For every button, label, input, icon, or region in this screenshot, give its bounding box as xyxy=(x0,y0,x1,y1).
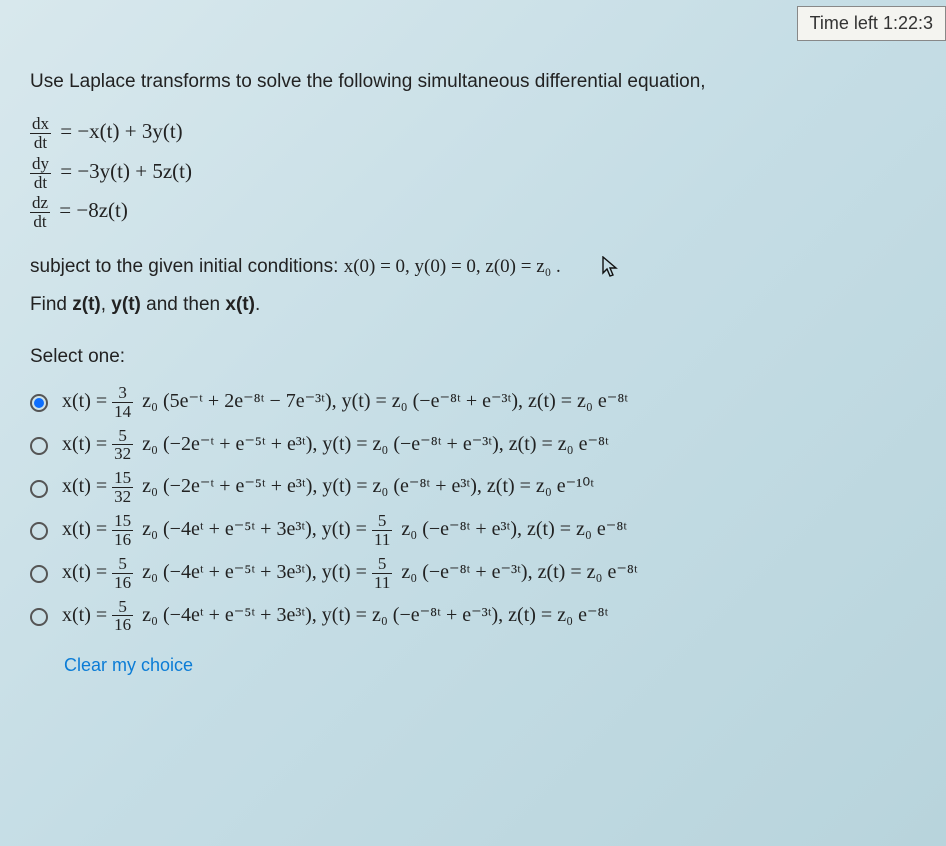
option-1[interactable]: x(t) = 314 z₀ (5e⁻ᵗ + 2e⁻⁸ᵗ − 7e⁻³ᵗ), y(… xyxy=(30,384,916,421)
option-4-math: x(t) = 1516 z₀ (−4eᵗ + e⁻⁵ᵗ + 3e³ᵗ), y(t… xyxy=(62,512,627,549)
find-instruction: Find z(t), y(t) and then x(t). xyxy=(30,289,916,321)
equation-1: dxdt = −x(t) + 3y(t) xyxy=(30,114,916,152)
clear-my-choice-link[interactable]: Clear my choice xyxy=(64,650,193,681)
option-1-math: x(t) = 314 z₀ (5e⁻ᵗ + 2e⁻⁸ᵗ − 7e⁻³ᵗ), y(… xyxy=(62,384,628,421)
option-3-math: x(t) = 1532 z₀ (−2e⁻ᵗ + e⁻⁵ᵗ + e³ᵗ), y(t… xyxy=(62,469,594,506)
options-group: x(t) = 314 z₀ (5e⁻ᵗ + 2e⁻⁸ᵗ − 7e⁻³ᵗ), y(… xyxy=(30,384,916,635)
option-2[interactable]: x(t) = 532 z₀ (−2e⁻ᵗ + e⁻⁵ᵗ + e³ᵗ), y(t)… xyxy=(30,427,916,464)
radio-option-5[interactable] xyxy=(30,565,48,583)
radio-option-2[interactable] xyxy=(30,437,48,455)
option-5-math: x(t) = 516 z₀ (−4eᵗ + e⁻⁵ᵗ + 3e³ᵗ), y(t)… xyxy=(62,555,638,592)
time-left-box: Time left 1:22:3 xyxy=(797,6,946,41)
question-card: Use Laplace transforms to solve the foll… xyxy=(8,56,938,703)
equation-3: dzdt = −8z(t) xyxy=(30,193,916,231)
option-6-math: x(t) = 516 z₀ (−4eᵗ + e⁻⁵ᵗ + 3e³ᵗ), y(t)… xyxy=(62,598,608,635)
time-left-label: Time left xyxy=(810,13,878,33)
radio-option-6[interactable] xyxy=(30,608,48,626)
option-5[interactable]: x(t) = 516 z₀ (−4eᵗ + e⁻⁵ᵗ + 3e³ᵗ), y(t)… xyxy=(30,555,916,592)
option-6[interactable]: x(t) = 516 z₀ (−4eᵗ + e⁻⁵ᵗ + 3e³ᵗ), y(t)… xyxy=(30,598,916,635)
radio-option-4[interactable] xyxy=(30,522,48,540)
option-2-math: x(t) = 532 z₀ (−2e⁻ᵗ + e⁻⁵ᵗ + e³ᵗ), y(t)… xyxy=(62,427,609,464)
time-left-value: 1:22:3 xyxy=(883,13,933,33)
equation-2: dydt = −3y(t) + 5z(t) xyxy=(30,154,916,192)
option-4[interactable]: x(t) = 1516 z₀ (−4eᵗ + e⁻⁵ᵗ + 3e³ᵗ), y(t… xyxy=(30,512,916,549)
question-prompt: Use Laplace transforms to solve the foll… xyxy=(30,66,916,98)
select-one-label: Select one: xyxy=(30,341,916,373)
option-3[interactable]: x(t) = 1532 z₀ (−2e⁻ᵗ + e⁻⁵ᵗ + e³ᵗ), y(t… xyxy=(30,469,916,506)
radio-option-3[interactable] xyxy=(30,480,48,498)
radio-option-1[interactable] xyxy=(30,394,48,412)
equation-system: dxdt = −x(t) + 3y(t) dydt = −3y(t) + 5z(… xyxy=(30,114,916,231)
initial-conditions: subject to the given initial conditions:… xyxy=(30,251,916,283)
